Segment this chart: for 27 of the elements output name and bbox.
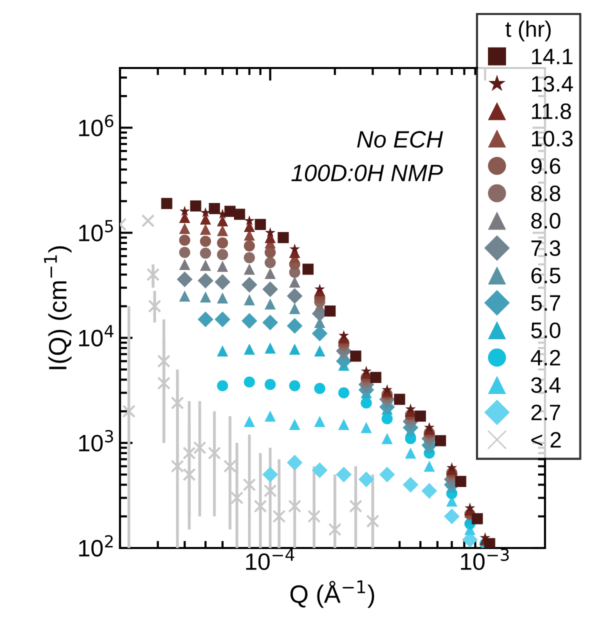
legend-label: 2.7 bbox=[531, 404, 560, 420]
legend-title: t (hr) bbox=[506, 20, 551, 42]
y-tick-label: 10$^{6}$ bbox=[79, 114, 114, 136]
y-tick-label: 10$^{5}$ bbox=[79, 220, 113, 242]
legend-label: 7.3 bbox=[531, 240, 560, 256]
legend-label: 5.7 bbox=[531, 295, 560, 311]
legend-label: 11.8 bbox=[532, 103, 571, 120]
y-tick-label: 10$^{3}$ bbox=[79, 430, 114, 452]
annotation: No ECH bbox=[357, 131, 444, 148]
y-tick-label: 10$^{2}$ bbox=[79, 535, 113, 557]
legend-label: 3.4 bbox=[531, 377, 561, 393]
x-axis-title: Q (Å$^{−1}$) bbox=[290, 580, 374, 608]
x-tick-label: 10$^{−3}$ bbox=[461, 548, 509, 570]
legend-label: 5.0 bbox=[531, 322, 560, 338]
legend-label: 9.6 bbox=[531, 158, 560, 174]
y-tick-label: 10$^{4}$ bbox=[79, 325, 114, 346]
legend-label: 4.2 bbox=[530, 350, 560, 366]
y-axis-title: I(Q) (cm$^{−1}$) bbox=[44, 246, 72, 370]
legend-label: 13.4 bbox=[532, 76, 573, 92]
annotation: 100D:0H NMP bbox=[291, 164, 443, 182]
legend-label: 14.1 bbox=[532, 48, 572, 64]
legend-label: 6.5 bbox=[531, 268, 560, 284]
x-tick-label: 10$^{−4}$ bbox=[246, 548, 294, 570]
legend-label: 8.0 bbox=[531, 212, 560, 229]
legend-label: < 2 bbox=[531, 432, 561, 448]
legend-label: 10.3 bbox=[532, 130, 573, 147]
legend-label: 8.8 bbox=[531, 186, 560, 202]
